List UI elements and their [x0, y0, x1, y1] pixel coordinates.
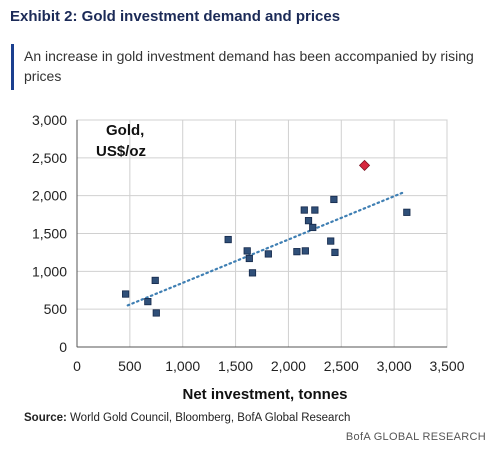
source-text: World Gold Council, Bloomberg, BofA Glob… — [66, 412, 351, 424]
y-tick-label: 2,000 — [32, 188, 67, 204]
y-annotation-line-1: Gold, — [106, 122, 144, 139]
grid-layer — [77, 119, 448, 347]
data-point — [330, 195, 338, 204]
x-tick-label: 2,500 — [324, 358, 359, 374]
data-point — [309, 223, 317, 232]
trendline — [126, 190, 406, 307]
highlight-point — [358, 159, 371, 171]
data-point — [152, 309, 160, 317]
data-point — [224, 235, 232, 244]
scatter-chart: 0 500 1,000 1,500 2,000 2,500 3,000 0 500 1,000 1,… — [32, 112, 465, 403]
point-layer — [122, 159, 411, 317]
data-point — [243, 247, 251, 255]
x-tick-label: 3,000 — [377, 358, 412, 374]
y-tick-label: 500 — [44, 301, 68, 317]
data-point — [301, 247, 309, 255]
x-tick-label: 1,500 — [218, 358, 253, 374]
data-point — [245, 254, 253, 263]
exhibit-title: Exhibit 2: Gold investment demand and pr… — [10, 8, 341, 25]
data-point — [264, 250, 272, 258]
data-point — [144, 297, 152, 306]
data-point — [304, 217, 313, 225]
y-annotation-line-2: US$/oz — [96, 143, 146, 160]
accent-bar — [11, 44, 14, 90]
x-tick-label: 2,000 — [271, 358, 306, 374]
x-tick-label: 3,500 — [429, 358, 464, 374]
x-axis-title: Net investment, tonnes — [182, 386, 347, 403]
data-point — [151, 276, 159, 285]
x-tick-label: 1,000 — [165, 358, 200, 374]
x-tick-label: 500 — [118, 358, 142, 374]
y-tick-label: 3,000 — [32, 112, 67, 128]
data-point — [311, 206, 319, 214]
data-point — [327, 237, 335, 245]
footer-brand: BofA GLOBAL RESEARCH — [345, 431, 486, 443]
data-point — [300, 206, 308, 214]
data-point — [403, 208, 411, 216]
y-tick-label: 2,500 — [32, 150, 67, 166]
y-tick-label: 1,500 — [32, 226, 67, 242]
source-label: Source: — [24, 412, 67, 424]
y-tick-label: 0 — [59, 339, 67, 355]
data-point — [248, 269, 257, 277]
tick-label-layer: 0 500 1,000 1,500 2,000 2,500 3,000 0 500 1,000 1,… — [32, 112, 465, 374]
x-tick-label: 0 — [73, 358, 81, 374]
data-point — [122, 290, 130, 298]
chart-subtitle: An increase in gold investment demand ha… — [24, 48, 474, 84]
axis-layer — [76, 120, 447, 348]
source-line: Source: World Gold Council, Bloomberg, B… — [24, 412, 350, 424]
trendline-layer — [126, 190, 406, 307]
data-point — [293, 248, 301, 256]
y-tick-label: 1,000 — [32, 263, 67, 279]
data-point — [331, 248, 339, 257]
